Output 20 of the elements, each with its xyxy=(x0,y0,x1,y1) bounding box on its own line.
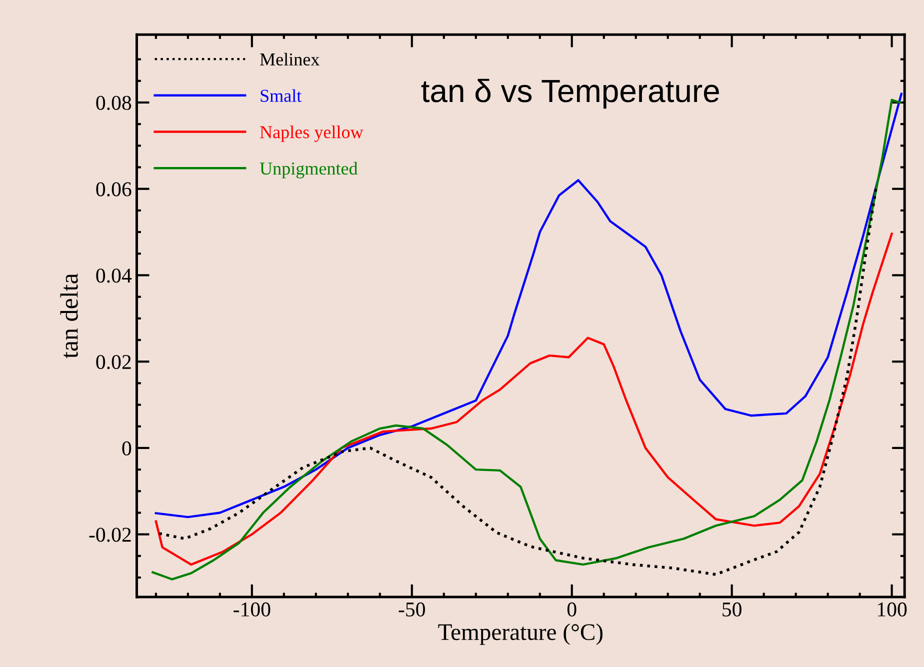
y-tick-label: 0.04 xyxy=(96,268,132,283)
y-tick-label: -0.02 xyxy=(89,528,131,542)
x-tick-label: -100 xyxy=(234,602,270,616)
line-series xyxy=(158,187,878,576)
legend-label: Melinex xyxy=(260,52,320,66)
legend-label: Smalt xyxy=(260,89,302,102)
x-tick-label: 100 xyxy=(878,602,907,616)
y-tick-label: 0 xyxy=(122,441,132,456)
y-tick-label: 0.06 xyxy=(96,182,132,196)
y-tick-label: 0.08 xyxy=(96,96,132,110)
y-tick-label: 0.02 xyxy=(96,354,131,370)
text: tan δ vs Temperature xyxy=(421,78,719,109)
x-axis-title: Temperature (°C) xyxy=(438,623,603,645)
y-axis-title: tan delta xyxy=(60,273,78,358)
x-tick-label: 0 xyxy=(567,602,576,616)
line-series xyxy=(154,232,893,566)
legend-label: Unpigmented xyxy=(260,162,358,178)
x-tick-label: -50 xyxy=(398,602,425,616)
x-tick-label: 50 xyxy=(722,602,742,616)
legend-label: Naples yellow xyxy=(260,126,364,142)
